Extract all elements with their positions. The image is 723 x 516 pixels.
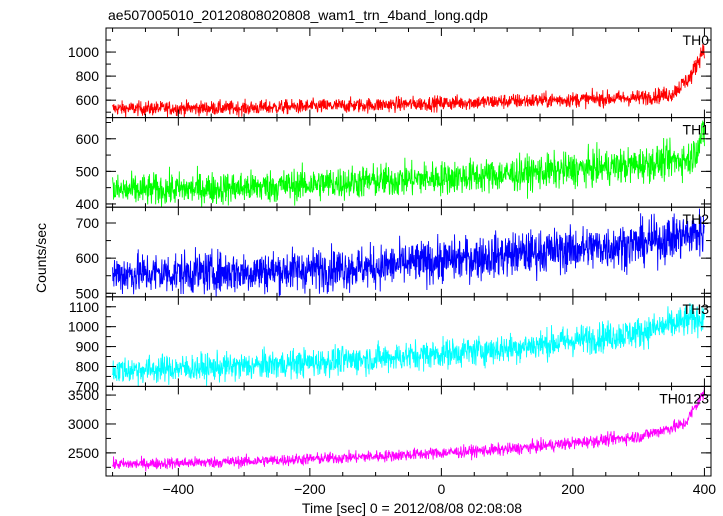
y-tick-label: 3500 (68, 387, 99, 403)
panel-label-th0123: TH0123 (659, 390, 709, 406)
panel-th2: 500 600 700 TH2 (76, 206, 712, 301)
panel-th0123: 2500 3000 3500 TH0123 (68, 385, 712, 477)
y-tick-label: 500 (76, 285, 100, 301)
y-tick-label: 800 (76, 68, 100, 84)
y-tick-label: 900 (76, 339, 100, 355)
panel-th1: 400 500 600 TH1 (76, 117, 712, 212)
panel-label-th1: TH1 (683, 122, 710, 138)
y-tick-label: 1000 (68, 319, 99, 335)
y-tick-label: 600 (76, 92, 100, 108)
y-tick-label: 500 (76, 163, 100, 179)
y-tick-label: 2500 (68, 445, 99, 461)
panel-label-th0: TH0 (683, 32, 710, 48)
series-line-th1 (112, 120, 705, 208)
x-tick-label: 200 (561, 481, 585, 497)
y-tick-label: 600 (76, 131, 100, 147)
series-line-th3 (112, 302, 705, 387)
x-axis: −400 −200 0 200 400 (163, 481, 717, 497)
chart-title: ae507005010_20120808020808_wam1_trn_4ban… (108, 7, 488, 23)
y-axis-label: Counts/sec (33, 223, 49, 293)
series-line-th0123 (112, 386, 705, 472)
y-tick-label: 700 (76, 378, 100, 394)
y-tick-label: 1100 (69, 299, 99, 315)
panel-frame (105, 206, 712, 298)
x-tick-label: −400 (163, 481, 195, 497)
series-line-th2 (112, 208, 705, 297)
panel-label-th3: TH3 (683, 301, 710, 317)
y-tick-label: 3000 (68, 416, 99, 432)
x-tick-label: 400 (693, 481, 717, 497)
y-tick-label: 600 (76, 250, 100, 266)
series-line-th0 (112, 43, 705, 118)
y-tick-label: 1000 (68, 44, 99, 60)
x-tick-label: 0 (437, 481, 445, 497)
panel-label-th2: TH2 (683, 211, 710, 227)
panels-group: 600 800 1000 TH0 400 500 600 TH1 500 600 700 TH2 700… (68, 27, 712, 477)
panel-th0: 600 800 1000 TH0 (68, 27, 712, 119)
y-tick-label: 700 (76, 215, 100, 231)
y-tick-label: 400 (76, 196, 100, 212)
panel-th3: 700 800 900 1000 1100 TH3 (68, 296, 712, 394)
x-axis-label: Time [sec] 0 = 2012/08/08 02:08:08 (302, 500, 522, 516)
y-tick-label: 800 (76, 358, 100, 374)
x-tick-label: −200 (294, 481, 326, 497)
